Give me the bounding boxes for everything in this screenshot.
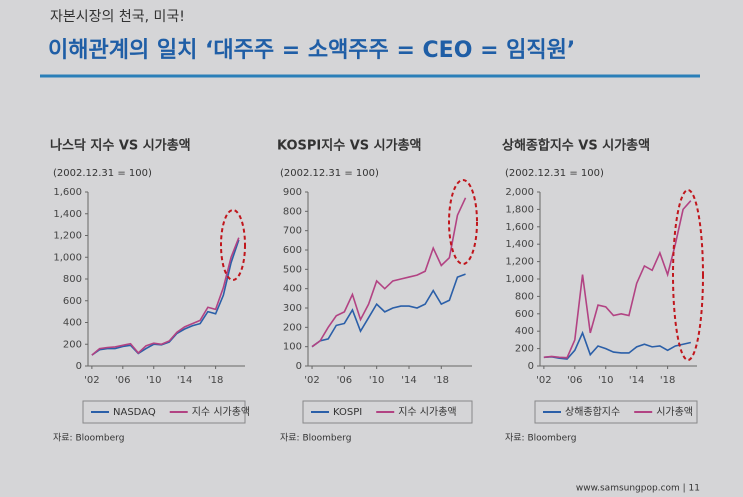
legend-box bbox=[534, 400, 698, 424]
x-tick-label: '06 bbox=[337, 375, 352, 386]
y-tick-label: 400 bbox=[63, 318, 82, 329]
source: 자료: Bloomberg bbox=[505, 433, 576, 444]
x-tick-label: '02 bbox=[536, 375, 551, 386]
y-tick-label: 1,600 bbox=[53, 187, 82, 198]
highlight-ellipse bbox=[220, 209, 246, 281]
x-tick-label: '18 bbox=[434, 375, 449, 386]
legend-label: 상해종합지수 bbox=[565, 405, 620, 418]
y-tick-label: 100 bbox=[283, 342, 302, 353]
chart-title: 나스닥 지수 VS 시가총액 bbox=[50, 138, 191, 154]
x-tick-label: '14 bbox=[177, 375, 192, 386]
y-tick-label: 600 bbox=[283, 245, 302, 256]
footer: www.samsungpop.com | 11 bbox=[576, 484, 700, 494]
y-tick-label: 200 bbox=[63, 339, 82, 350]
x-tick-label: '10 bbox=[369, 375, 384, 386]
y-tick-label: 2,000 bbox=[505, 187, 534, 198]
y-tick-label: 600 bbox=[63, 296, 82, 307]
highlight-ellipse bbox=[672, 189, 704, 361]
y-tick-label: 0 bbox=[528, 361, 534, 372]
x-tick-label: '10 bbox=[598, 375, 613, 386]
chart-title: KOSPI지수 VS 시가총액 bbox=[277, 138, 422, 154]
y-tick-label: 900 bbox=[283, 187, 302, 198]
highlight-ellipse bbox=[448, 179, 478, 265]
legend-label: 지수 시가총액 bbox=[398, 406, 456, 418]
y-tick-label: 600 bbox=[515, 309, 534, 320]
source: 자료: Bloomberg bbox=[280, 433, 351, 444]
x-tick-label: '06 bbox=[115, 375, 130, 386]
x-tick-label: '10 bbox=[146, 375, 161, 386]
x-tick-label: '14 bbox=[401, 375, 416, 386]
y-tick-label: 700 bbox=[283, 226, 302, 237]
x-tick-label: '14 bbox=[629, 375, 644, 386]
series-line bbox=[91, 237, 240, 356]
legend-label: KOSPI bbox=[333, 407, 362, 418]
source: 자료: Bloomberg bbox=[53, 433, 124, 444]
y-tick-label: 1,000 bbox=[53, 252, 82, 263]
y-tick-label: 500 bbox=[283, 264, 302, 275]
series-line bbox=[311, 197, 467, 348]
chart-subtitle: (2002.12.31 = 100) bbox=[53, 168, 152, 179]
chart-title: 상해종합지수 VS 시가총액 bbox=[502, 138, 650, 154]
x-tick-label: '02 bbox=[84, 375, 99, 386]
y-tick-label: 300 bbox=[283, 303, 302, 314]
y-tick-label: 800 bbox=[283, 206, 302, 217]
x-tick-label: '06 bbox=[567, 375, 582, 386]
y-tick-label: 1,200 bbox=[53, 231, 82, 242]
y-tick-label: 1,400 bbox=[505, 239, 534, 250]
series-line bbox=[311, 273, 466, 348]
x-tick-label: '02 bbox=[304, 375, 319, 386]
y-tick-label: 800 bbox=[515, 291, 534, 302]
y-tick-label: 400 bbox=[283, 284, 302, 295]
legend-label: 지수 시가총액 bbox=[192, 406, 250, 418]
y-tick-label: 1,000 bbox=[505, 274, 534, 285]
y-tick-label: 1,800 bbox=[505, 204, 534, 215]
y-tick-label: 400 bbox=[515, 326, 534, 337]
series-line bbox=[543, 200, 692, 359]
y-tick-label: 0 bbox=[76, 361, 82, 372]
legend-label: NASDAQ bbox=[113, 407, 156, 418]
y-tick-label: 200 bbox=[515, 344, 534, 355]
series-line bbox=[543, 330, 691, 360]
x-tick-label: '18 bbox=[208, 375, 223, 386]
y-tick-label: 200 bbox=[283, 322, 302, 333]
y-tick-label: 1,400 bbox=[53, 209, 82, 220]
y-tick-label: 800 bbox=[63, 274, 82, 285]
y-tick-label: 0 bbox=[296, 361, 302, 372]
legend-box bbox=[302, 400, 473, 424]
y-tick-label: 1,600 bbox=[505, 222, 534, 233]
legend-label: 시가총액 bbox=[656, 406, 693, 418]
chart-subtitle: (2002.12.31 = 100) bbox=[280, 168, 379, 179]
y-tick-label: 1,200 bbox=[505, 257, 534, 268]
legend-box bbox=[82, 400, 246, 424]
chart-subtitle: (2002.12.31 = 100) bbox=[505, 168, 604, 179]
x-tick-label: '18 bbox=[660, 375, 675, 386]
slide-title: 이해관계의 일치 ‘대주주 = 소액주주 = CEO = 임직원’ bbox=[48, 38, 575, 63]
kicker: 자본시장의 천국, 미국! bbox=[50, 9, 185, 25]
